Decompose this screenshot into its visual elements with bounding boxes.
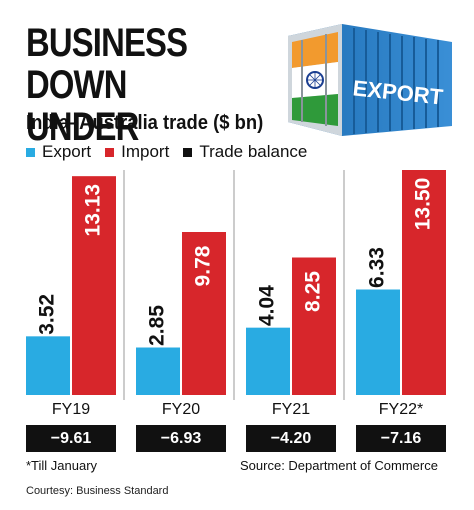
category-label: FY20	[162, 401, 200, 418]
data-label-export: 4.04	[256, 285, 279, 326]
legend-label-balance: Trade balance	[199, 142, 308, 161]
headline: BUSINESS DOWN UNDER	[26, 21, 188, 149]
data-label-import: 8.25	[302, 271, 325, 312]
bar-import	[402, 170, 446, 395]
legend-swatch-balance	[183, 147, 193, 157]
legend-item-import: Import	[105, 142, 169, 162]
data-label-export: 2.85	[146, 305, 169, 346]
bar-export	[136, 347, 180, 395]
trade-balance-value: −7.16	[356, 425, 446, 452]
legend: Export Import Trade balance	[26, 142, 321, 162]
data-label-import: 13.13	[82, 184, 105, 237]
data-label-import: 9.78	[192, 245, 215, 286]
trade-balance-value: −6.93	[136, 425, 226, 452]
data-label-export: 6.33	[366, 247, 389, 288]
source-note: Source: Department of Commerce	[240, 458, 438, 473]
shipping-container-illustration: EXPORT	[288, 24, 452, 136]
legend-label-export: Export	[42, 142, 92, 161]
legend-swatch-export	[26, 147, 35, 157]
bar-export	[26, 336, 70, 395]
bar-export	[356, 289, 400, 395]
chart-subtitle: India–Australia trade ($ bn)	[26, 112, 264, 134]
data-label-import: 13.50	[412, 178, 435, 231]
trade-balance-value: −9.61	[26, 425, 116, 452]
bar-import	[182, 232, 226, 395]
bar-export	[246, 327, 290, 395]
legend-item-export: Export	[26, 142, 91, 162]
category-label: FY19	[52, 401, 90, 418]
courtesy-note: Courtesy: Business Standard	[26, 485, 169, 497]
legend-swatch-import	[105, 147, 115, 157]
trade-balance-value: −4.20	[246, 425, 336, 452]
category-label: FY21	[272, 401, 310, 418]
bar-chart: 3.52 13.13 FY19 2.85 9.78 FY20 4.04 8.25 FY21 6.3…	[26, 170, 446, 418]
bar-import	[292, 257, 336, 395]
legend-label-import: Import	[121, 142, 170, 161]
legend-item-balance: Trade balance	[183, 142, 307, 162]
bar-import	[72, 176, 116, 395]
category-label: FY22*	[379, 401, 423, 418]
data-label-export: 3.52	[36, 294, 59, 335]
footnote: *Till January	[26, 458, 98, 473]
